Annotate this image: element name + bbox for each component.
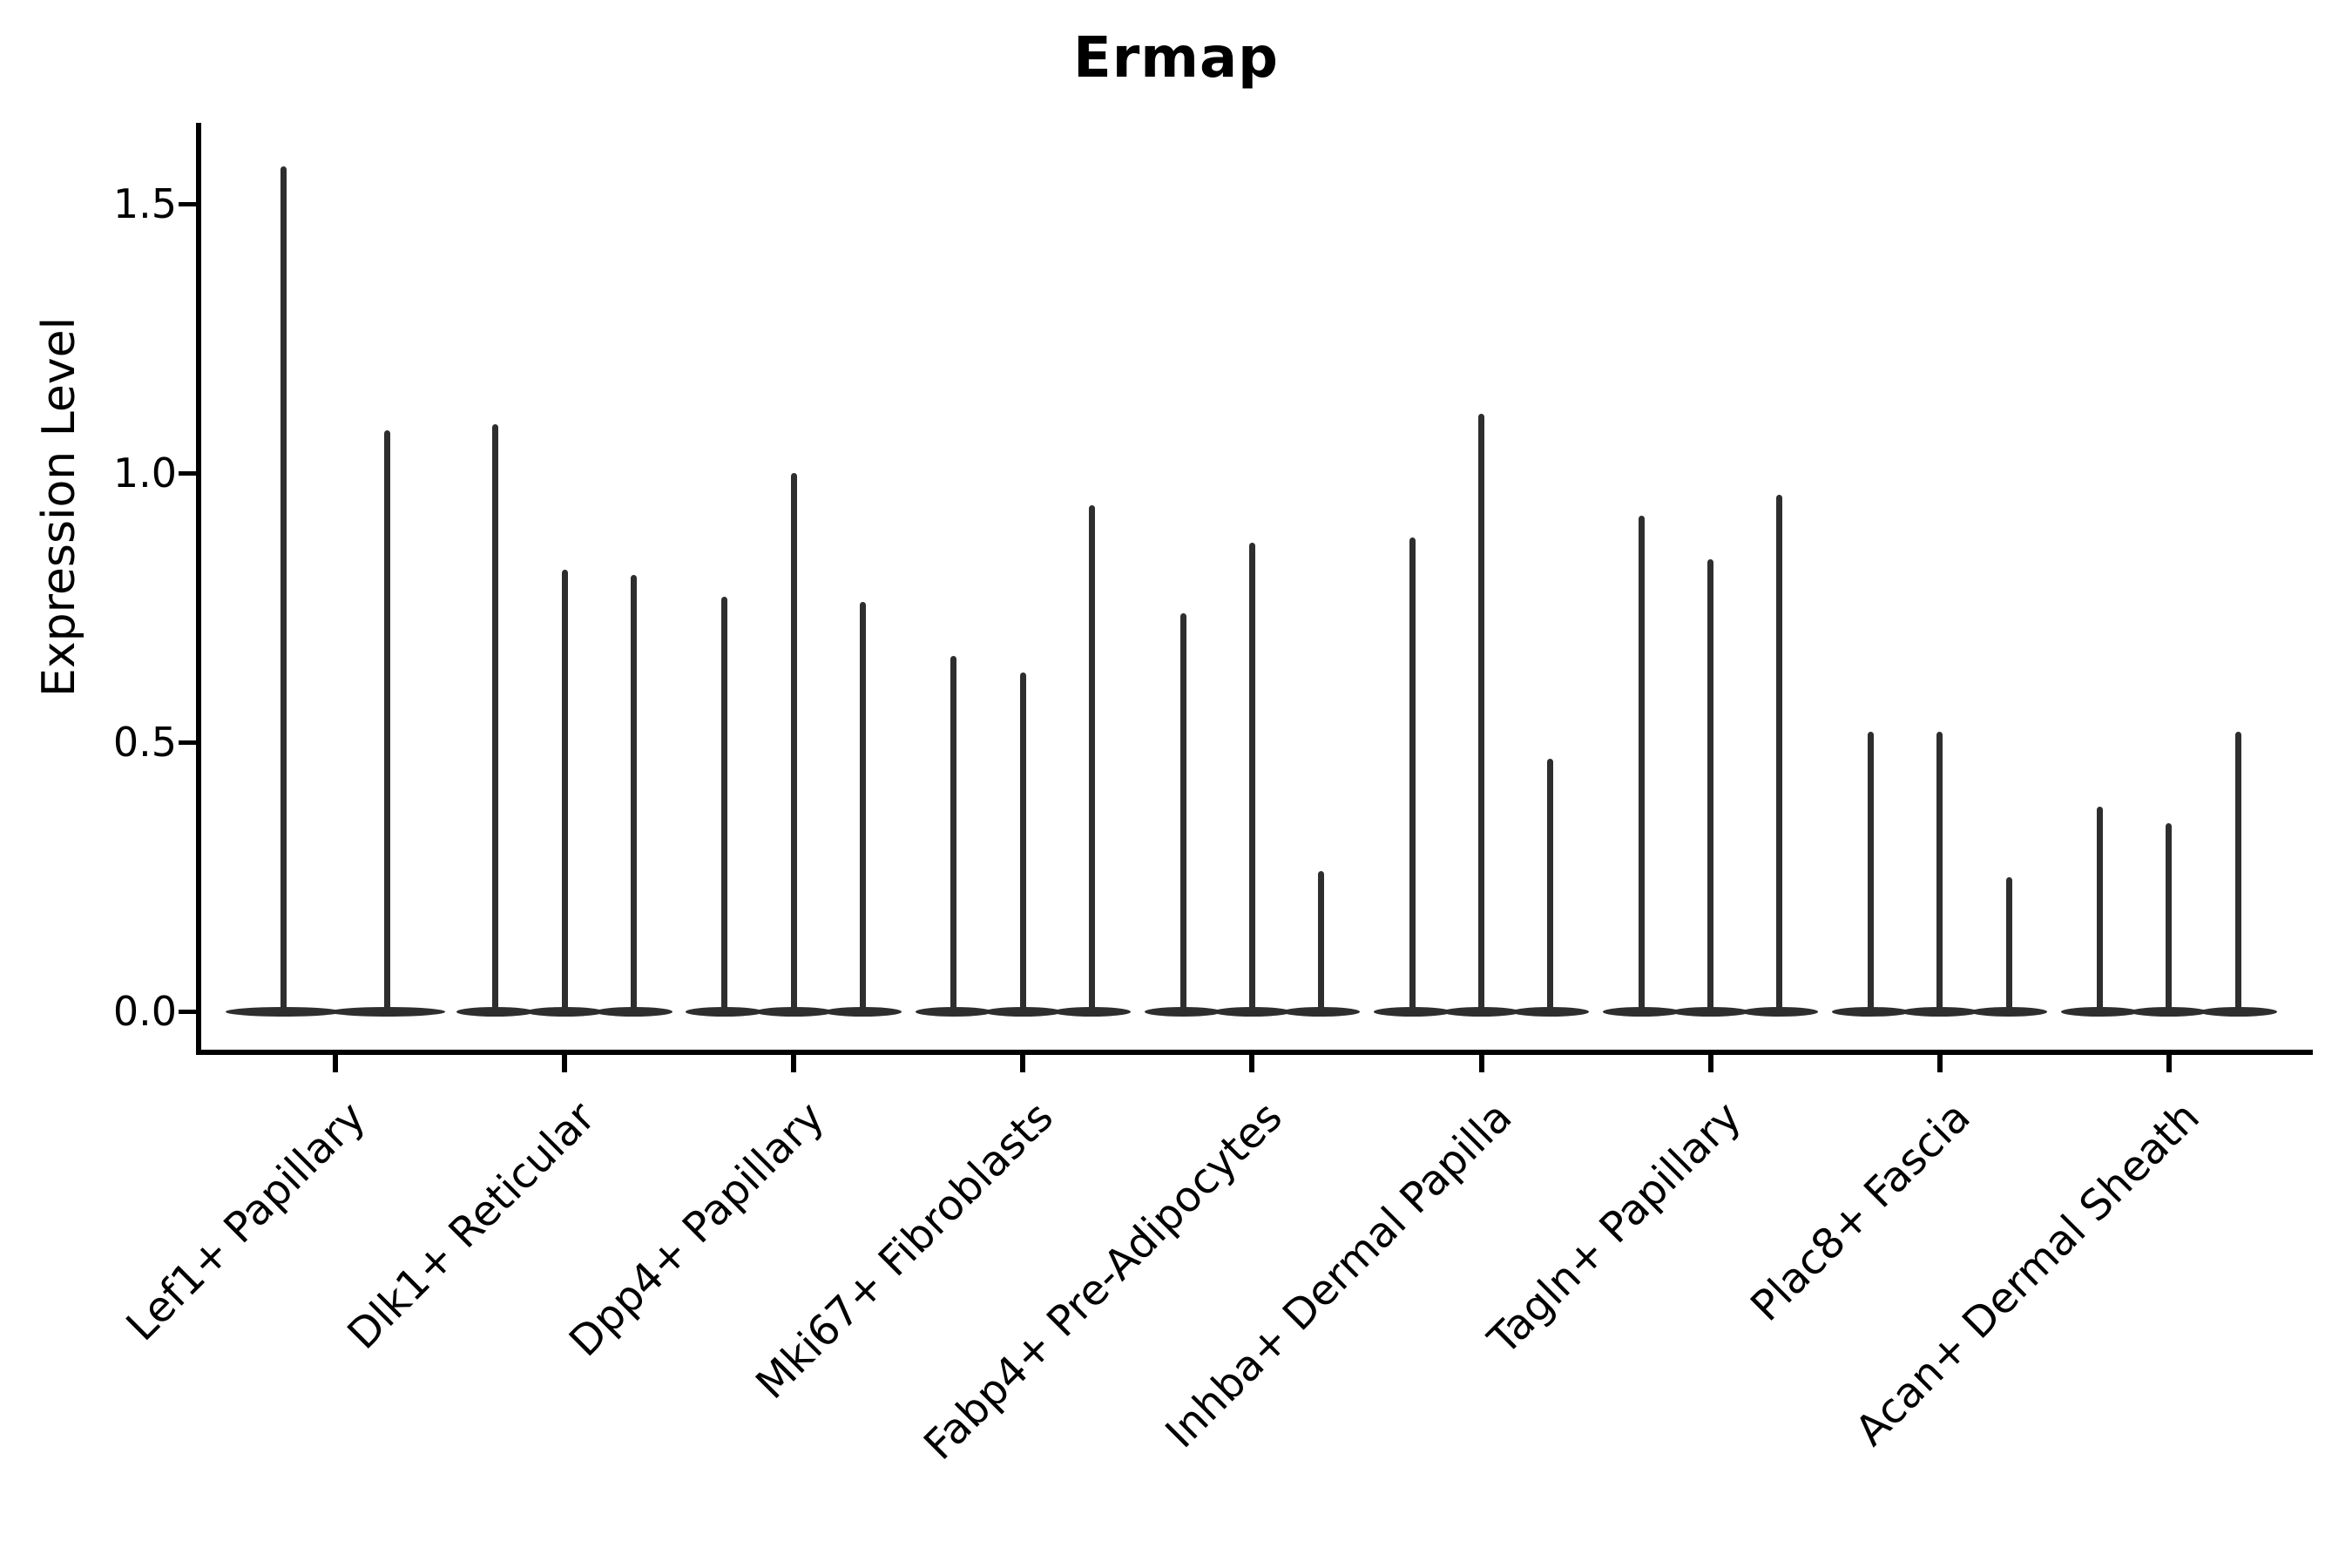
y-tick-label: 1.0 bbox=[112, 449, 177, 497]
x-axis-tick bbox=[2166, 1055, 2172, 1072]
y-tick-label: 0.0 bbox=[112, 988, 177, 1035]
violin-base bbox=[1282, 1006, 1361, 1017]
x-axis-tick bbox=[1936, 1055, 1943, 1072]
violin-base bbox=[2130, 1006, 2208, 1017]
violin-spike bbox=[2096, 807, 2103, 1011]
x-axis-tick bbox=[333, 1055, 338, 1072]
violin-spike bbox=[2166, 822, 2173, 1011]
violin-base bbox=[225, 1006, 342, 1017]
violin-spike bbox=[950, 656, 957, 1011]
violin-base bbox=[1511, 1006, 1590, 1017]
violin-spike bbox=[492, 424, 499, 1011]
violin-spike bbox=[790, 473, 797, 1011]
violin-base bbox=[824, 1006, 902, 1017]
violin-base bbox=[2199, 1006, 2277, 1017]
violin-base bbox=[1970, 1006, 2048, 1017]
violin-base bbox=[1144, 1006, 1222, 1017]
y-axis-tick bbox=[179, 740, 196, 745]
y-axis-spine bbox=[196, 123, 201, 1055]
violin-base bbox=[1373, 1006, 1451, 1017]
y-axis-tick bbox=[179, 1009, 196, 1014]
violin-base bbox=[1443, 1006, 1520, 1017]
violin-base bbox=[328, 1006, 446, 1017]
violin-base bbox=[915, 1006, 993, 1017]
x-tick-label: Lef1+ Papillary bbox=[117, 1092, 375, 1351]
y-tick-label: 0.5 bbox=[112, 719, 177, 766]
y-axis-tick bbox=[179, 201, 196, 206]
violin-base bbox=[1213, 1006, 1291, 1017]
violin-base bbox=[1901, 1006, 1979, 1017]
violin-spike bbox=[630, 575, 637, 1011]
violin-spike bbox=[860, 602, 867, 1011]
x-tick-label: Plac8+ Fascia bbox=[1740, 1092, 1980, 1331]
violin-spike bbox=[2234, 731, 2241, 1011]
x-tick-label: Dlk1+ Reticular bbox=[338, 1092, 605, 1359]
violin-spike bbox=[1318, 871, 1325, 1011]
violin-spike bbox=[1409, 537, 1416, 1011]
y-axis-label: Expression Level bbox=[33, 316, 85, 697]
violin-spike bbox=[1867, 731, 1874, 1011]
x-axis-tick bbox=[1707, 1055, 1713, 1072]
violin-spike bbox=[1547, 758, 1554, 1011]
violin-base bbox=[754, 1006, 833, 1017]
violin-base bbox=[983, 1006, 1062, 1017]
x-tick-label: Tagln+ Papillary bbox=[1478, 1092, 1751, 1364]
violin-base bbox=[595, 1006, 672, 1017]
x-tick-label: Dpp4+ Papillary bbox=[559, 1092, 835, 1367]
violin-spike bbox=[1776, 494, 1783, 1011]
violin-base bbox=[2061, 1006, 2139, 1017]
violin-base bbox=[1740, 1006, 1819, 1017]
y-tick-label: 1.5 bbox=[112, 180, 177, 227]
x-axis-tick bbox=[1020, 1055, 1026, 1072]
violin-base bbox=[525, 1006, 604, 1017]
violin-spike bbox=[1089, 505, 1096, 1011]
violin-spike bbox=[2005, 876, 2012, 1011]
violin-spike bbox=[1936, 731, 1943, 1011]
violin-base bbox=[1053, 1006, 1132, 1017]
x-axis-spine bbox=[196, 1050, 2313, 1055]
violin-spike bbox=[1707, 558, 1714, 1011]
violin-spike bbox=[1638, 516, 1645, 1011]
x-axis-tick bbox=[1249, 1055, 1255, 1072]
violin-spike bbox=[1248, 543, 1255, 1011]
violin-base bbox=[456, 1006, 535, 1017]
violin-base bbox=[1831, 1006, 1909, 1017]
violin-base bbox=[1602, 1006, 1680, 1017]
violin-spike bbox=[721, 597, 728, 1011]
violin-spike bbox=[280, 166, 287, 1011]
x-axis-tick bbox=[1478, 1055, 1484, 1072]
y-axis-tick bbox=[179, 470, 196, 476]
violin-spike bbox=[1179, 612, 1186, 1011]
violin-spike bbox=[1478, 414, 1484, 1011]
violin-spike bbox=[561, 570, 568, 1011]
violin-spike bbox=[384, 429, 390, 1011]
violin-base bbox=[1672, 1006, 1750, 1017]
violin-spike bbox=[1019, 672, 1026, 1011]
violin-base bbox=[686, 1006, 764, 1017]
x-axis-tick bbox=[562, 1055, 568, 1072]
chart-title: Ermap bbox=[1073, 26, 1279, 91]
x-axis-tick bbox=[791, 1055, 797, 1072]
